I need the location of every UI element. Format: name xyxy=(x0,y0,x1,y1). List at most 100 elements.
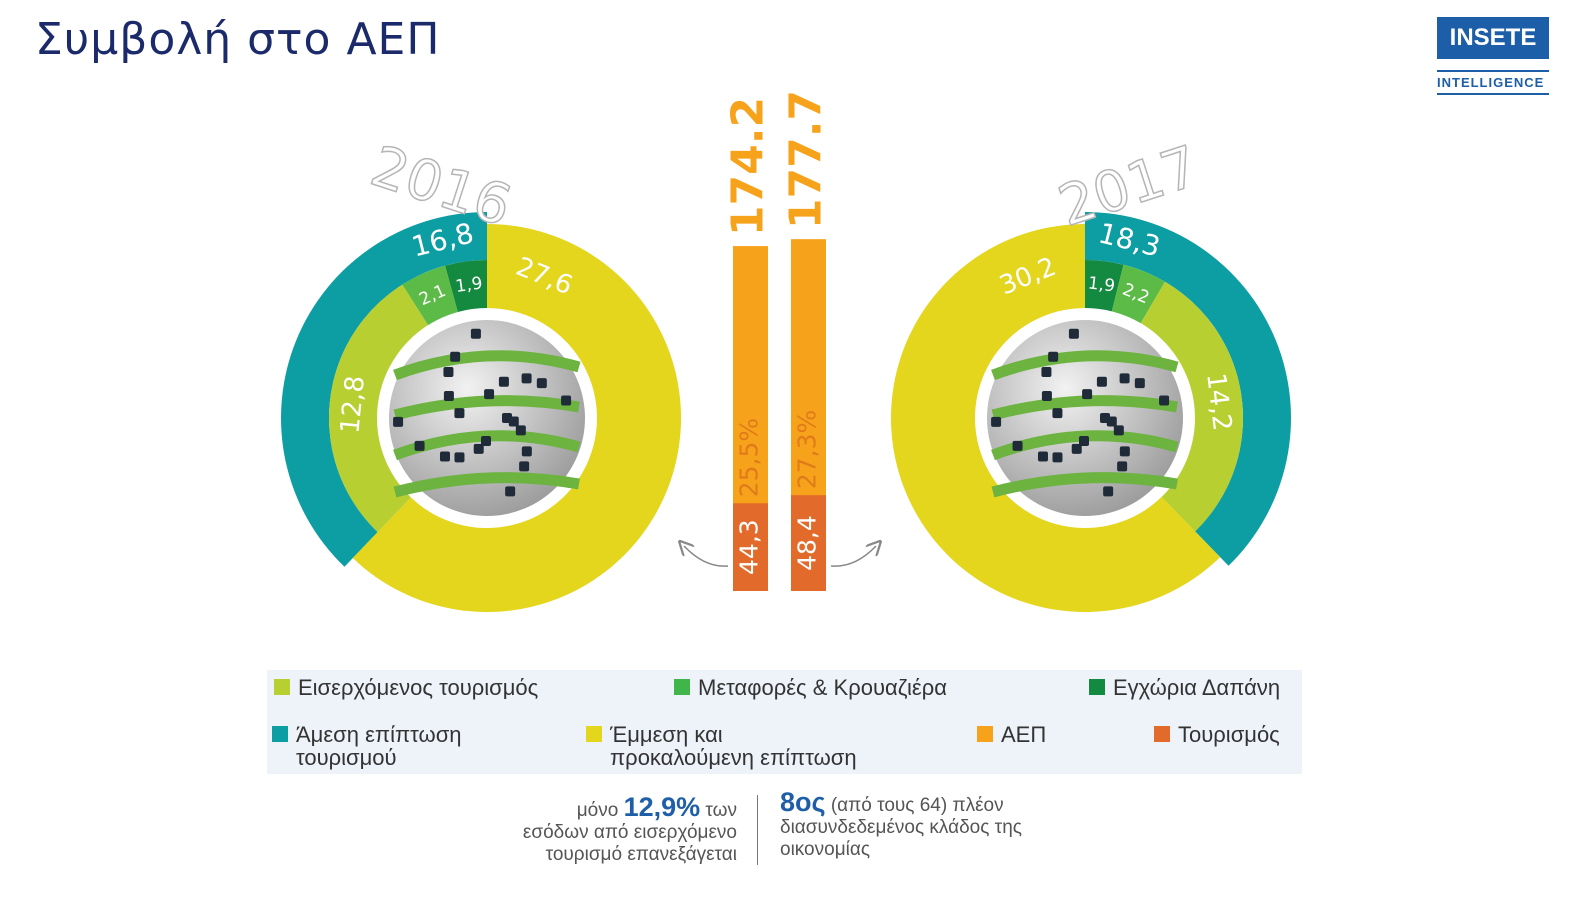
globe-band xyxy=(991,395,1178,421)
component-arc xyxy=(445,260,487,312)
arrow xyxy=(830,546,876,567)
legend-swatch xyxy=(674,679,690,695)
note: μόνο 12,9% των εσόδων από εισερχόμενο το… xyxy=(522,794,737,866)
component-arc xyxy=(1140,281,1243,532)
logo-bottom: INTELLIGENCE xyxy=(1437,75,1545,90)
globe-icon xyxy=(521,373,532,384)
indirect-arc xyxy=(352,224,681,612)
component-arc xyxy=(328,284,429,533)
share-label: 27,3% xyxy=(793,410,822,489)
globe-icon xyxy=(519,461,530,472)
note-text: των xyxy=(705,800,737,821)
globe-icon xyxy=(536,378,547,389)
legend-label: τουρισμού xyxy=(296,745,397,770)
globe-icon xyxy=(470,328,481,339)
legend-item: ΑΕΠ xyxy=(977,722,1047,747)
globe-icon xyxy=(450,351,461,362)
globe-icon xyxy=(521,446,532,457)
globe-icon xyxy=(1096,376,1107,387)
globe-icon xyxy=(561,395,572,406)
note-highlight: 12,9% xyxy=(623,792,701,822)
page-title: Συμβολή στο ΑΕΠ xyxy=(35,14,441,65)
tourism-bar xyxy=(733,503,768,591)
logo-rule xyxy=(1437,93,1549,95)
globe-icon xyxy=(991,416,1002,427)
legend-item: Έμμεση και προκαλούμενη επίπτωση xyxy=(586,722,857,769)
share-label: 25,5% xyxy=(735,418,764,497)
globe-band xyxy=(393,472,580,498)
globe-icon xyxy=(439,451,450,462)
legend-swatch xyxy=(586,726,602,742)
legend-label: Εισερχόμενος τουρισμός xyxy=(298,675,539,700)
globe-icon xyxy=(1159,395,1170,406)
globe-band xyxy=(393,350,581,381)
globe-band xyxy=(393,395,580,421)
globe-icon xyxy=(1041,367,1052,378)
globe-icon xyxy=(454,408,465,419)
legend-item: Μεταφορές & Κρουαζιέρα xyxy=(674,676,947,699)
globe-icon xyxy=(1052,408,1063,419)
note-text: μόνο xyxy=(576,800,619,821)
globe-icon xyxy=(508,416,519,427)
tourism-bar xyxy=(791,495,826,591)
legend-label: Έμμεση και xyxy=(610,722,723,747)
legend-label: Τουρισμός xyxy=(1178,722,1280,747)
legend: Εισερχόμενος τουρισμός Μεταφορές & Κρουαζ… xyxy=(267,670,1302,774)
gdp-label: 174.2 xyxy=(723,97,774,236)
globe-band xyxy=(991,472,1178,498)
arrow xyxy=(684,546,729,567)
legend-swatch xyxy=(977,726,993,742)
globe-icon xyxy=(393,416,404,427)
indirect-arc xyxy=(890,223,1221,612)
globe-icon xyxy=(1117,461,1128,472)
globe-icon xyxy=(480,435,491,446)
legend-swatch xyxy=(1154,726,1170,742)
logo-top: INSETE xyxy=(1437,17,1549,59)
component-arc xyxy=(1111,264,1166,324)
globe xyxy=(389,320,585,516)
globe-icon xyxy=(443,391,454,401)
logo-rule xyxy=(1437,70,1549,72)
value-label: 1,9 xyxy=(454,273,483,296)
globe-icon xyxy=(484,389,495,400)
globe-icon xyxy=(443,367,454,378)
legend-swatch xyxy=(272,726,288,742)
globe-icon xyxy=(1048,351,1059,362)
logo: INSETE INTELLIGENCE xyxy=(1437,17,1549,95)
legend-label: ΑΕΠ xyxy=(1001,722,1047,747)
legend-swatch xyxy=(1089,679,1105,695)
direct-arc xyxy=(281,212,487,567)
globe-icon xyxy=(1103,486,1114,497)
value-label: 1,9 xyxy=(1087,273,1116,296)
value-label: 14,2 xyxy=(1200,371,1237,432)
note-text: εσόδων από εισερχόμενο xyxy=(522,822,737,843)
globe-icon xyxy=(1068,328,1079,339)
globe-icon xyxy=(1134,378,1145,389)
component-arc xyxy=(402,265,458,326)
legend-swatch xyxy=(274,679,290,695)
note-highlight: 8ος xyxy=(780,787,826,817)
value-label: 12,8 xyxy=(335,374,371,435)
globe-icon xyxy=(1052,452,1063,463)
globe-icon xyxy=(498,376,509,387)
legend-item: Εισερχόμενος τουρισμός xyxy=(274,675,539,700)
legend-label: Άμεση επίπτωση xyxy=(296,722,462,747)
globe-icon xyxy=(1106,416,1117,427)
legend-label: Εγχώρια Δαπάνη xyxy=(1113,675,1281,700)
note-text: τουρισμό επανεξάγεται xyxy=(545,844,737,865)
globe-icon xyxy=(473,443,484,454)
globe-icon xyxy=(1012,440,1023,451)
globe-icon xyxy=(1041,391,1052,401)
globe-icon xyxy=(1082,389,1093,400)
note-text: (από τους 64) πλέον xyxy=(830,795,1004,816)
divider xyxy=(757,795,758,865)
globe-icon xyxy=(1078,435,1089,446)
globe-icon xyxy=(1119,373,1130,384)
legend-item: Τουρισμός xyxy=(1154,722,1280,747)
note-text: διασυνδεδεμένος κλάδος της xyxy=(780,817,1022,838)
component-arc xyxy=(1085,260,1124,312)
globe-icon xyxy=(505,486,516,497)
globe-band xyxy=(991,350,1179,381)
globe-icon xyxy=(515,425,526,436)
